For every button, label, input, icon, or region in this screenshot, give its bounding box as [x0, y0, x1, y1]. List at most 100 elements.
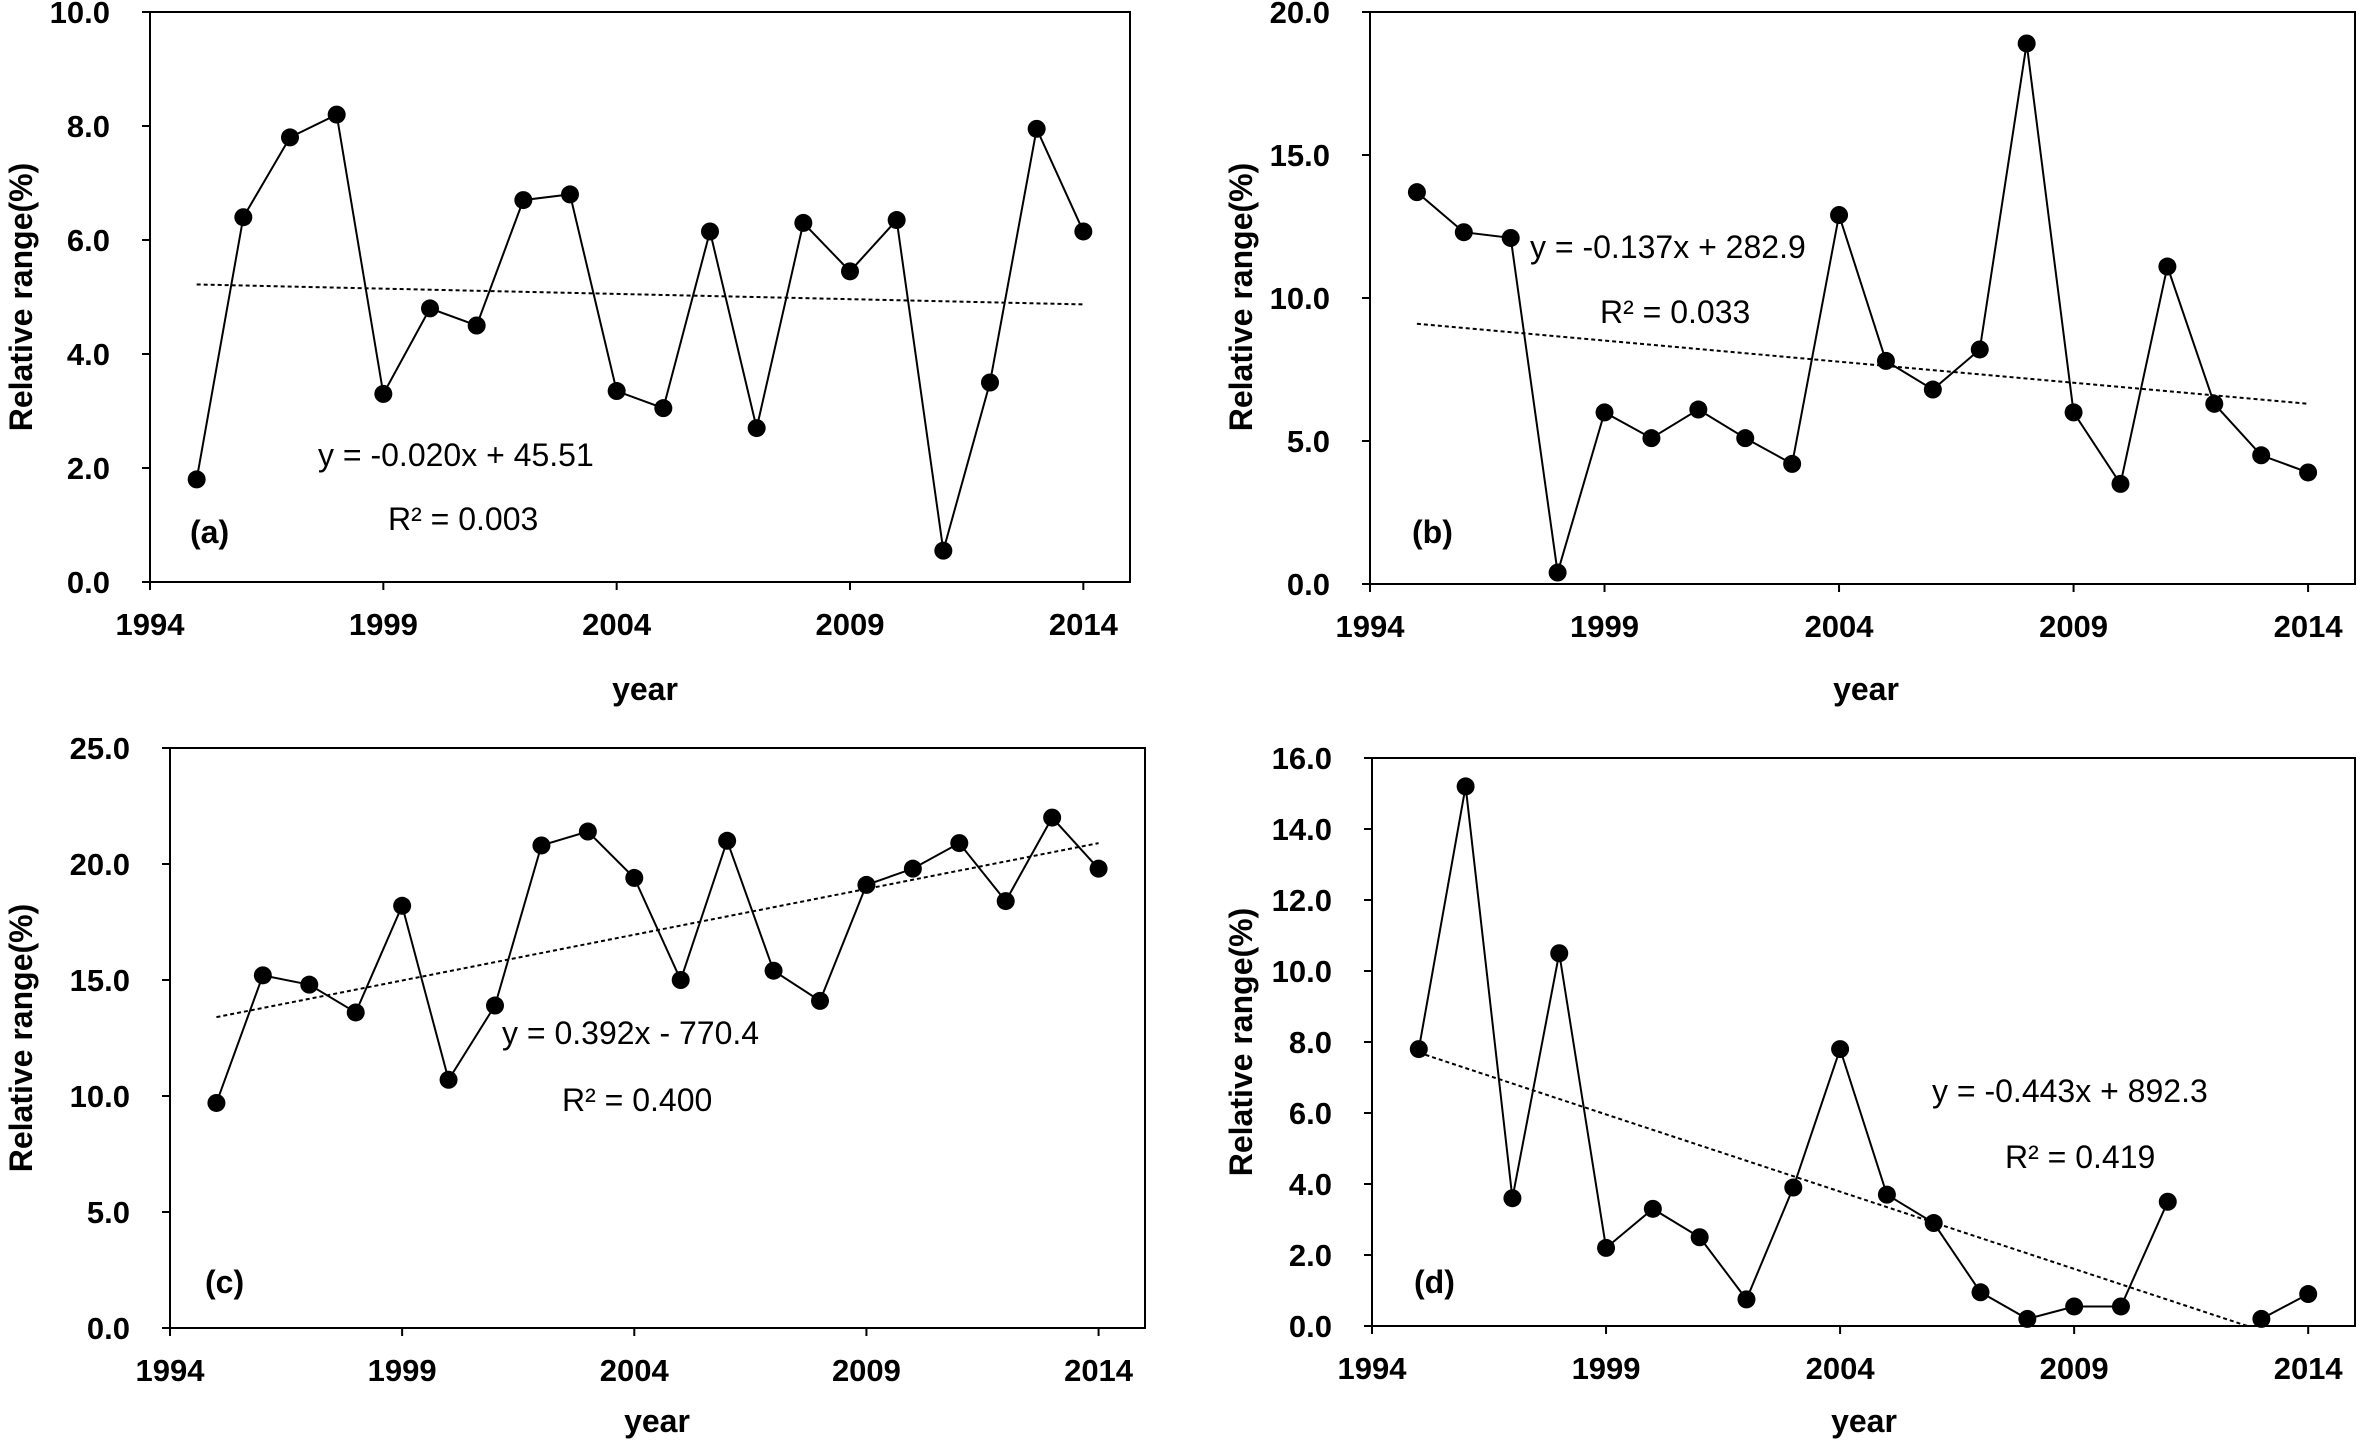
x-axis-title-d: year: [1831, 1403, 1897, 1439]
x-tick-label: 2009: [2039, 609, 2108, 644]
data-point: [514, 191, 533, 210]
y-tick-label: 10.0: [1272, 954, 1332, 989]
data-point: [718, 831, 737, 850]
data-point: [1597, 1238, 1616, 1257]
data-point: [1409, 1040, 1428, 1059]
y-tick-label: 5.0: [87, 1195, 130, 1230]
data-point: [1454, 223, 1473, 242]
data-point: [2158, 1192, 2177, 1211]
data-point: [2111, 474, 2130, 493]
data-point: [1643, 1199, 1662, 1218]
x-tick-label: 2004: [582, 607, 652, 642]
y-tick-label: 12.0: [1272, 883, 1332, 918]
data-point: [421, 299, 439, 318]
y-tick-label: 5.0: [1287, 424, 1330, 459]
data-point: [2205, 394, 2224, 413]
data-point: [811, 991, 829, 1010]
trend-equation-d: y = -0.443x + 892.3: [1932, 1073, 2208, 1109]
trend-r2-a: R² = 0.003: [388, 501, 538, 537]
y-axis-title-c: Relative range(%): [3, 904, 39, 1173]
data-point: [1456, 777, 1475, 796]
data-point: [439, 1070, 458, 1089]
y-tick-label: 0.0: [1287, 567, 1330, 602]
data-point: [1089, 859, 1108, 878]
data-point: [1043, 808, 1062, 827]
plot-area-c: [169, 747, 1146, 1329]
trend-line: [1416, 322, 2309, 405]
data-point: [1783, 454, 1802, 473]
y-tick-label: 4.0: [67, 337, 110, 372]
data-point: [903, 859, 922, 878]
data-point: [2018, 1309, 2037, 1328]
x-tick-label: 2004: [600, 1353, 670, 1388]
data-point: [2065, 1297, 2084, 1316]
x-axis-title-b: year: [1833, 671, 1899, 707]
data-point: [794, 213, 813, 232]
x-tick-label: 1994: [1336, 609, 1406, 644]
data-point: [1027, 119, 1046, 138]
data-point: [467, 316, 486, 335]
panel-label-c: (c): [205, 1264, 244, 1300]
panel-a: 1994 1999 2004 2009 2014 0.0 2.0 4.0 6.0 8.0 10.0…: [3, 0, 1131, 707]
x-tick-label: 1999: [349, 607, 418, 642]
data-point: [1074, 222, 1093, 241]
x-tick-label: 2014: [1049, 607, 1119, 642]
data-point: [934, 541, 953, 560]
x-tick-label: 1999: [1570, 609, 1639, 644]
x-tick-label: 2014: [2274, 1351, 2344, 1386]
data-point: [281, 128, 299, 147]
series-line: [1416, 43, 2309, 573]
data-point: [2252, 446, 2271, 465]
data-point: [950, 834, 969, 853]
data-point: [2111, 1297, 2130, 1316]
data-point: [374, 384, 393, 403]
y-tick-label: 6.0: [1289, 1096, 1332, 1131]
y-tick-label: 16.0: [1272, 741, 1332, 776]
y-axis-title-a: Relative range(%): [3, 163, 39, 432]
data-point: [1736, 429, 1755, 448]
trend-line: [196, 283, 1084, 306]
data-point: [1923, 380, 1942, 399]
data-point: [393, 896, 412, 915]
data-point: [327, 105, 346, 124]
data-point: [1876, 351, 1895, 370]
y-tick-label: 0.0: [67, 565, 110, 600]
y-tick-label: 6.0: [67, 223, 110, 258]
data-point: [654, 399, 673, 418]
data-point: [1971, 1283, 1990, 1302]
x-tick-label: 1994: [1338, 1351, 1408, 1386]
data-point: [578, 822, 597, 841]
trend-line: [1418, 1051, 2248, 1327]
x-tick-label: 1994: [136, 1353, 206, 1388]
data-point: [300, 975, 319, 994]
data-point: [1548, 563, 1567, 582]
data-point: [671, 971, 690, 989]
panel-label-a: (a): [190, 514, 229, 550]
x-tick-label: 2014: [1064, 1353, 1134, 1388]
y-tick-label: 4.0: [1289, 1167, 1332, 1202]
data-point: [996, 892, 1015, 911]
series-line: [215, 815, 1100, 1104]
data-point: [207, 1093, 226, 1112]
x-tick-label: 2009: [2040, 1351, 2109, 1386]
x-tick-label: 1999: [1572, 1351, 1641, 1386]
y-tick-label: 20.0: [70, 847, 130, 882]
y-tick-label: 10.0: [1270, 281, 1330, 316]
data-point: [607, 382, 626, 401]
data-point: [346, 1003, 365, 1022]
data-point: [486, 996, 504, 1015]
series-line: [1417, 786, 2169, 1320]
data-point: [1877, 1185, 1896, 1204]
x-ticks-b: 1994 1999 2004 2009 2014: [1336, 584, 2343, 644]
y-ticks-a: 0.0 2.0 4.0 6.0 8.0 10.0: [50, 0, 150, 600]
y-tick-label: 10.0: [50, 0, 110, 30]
data-point: [2064, 403, 2083, 422]
x-tick-label: 2004: [1805, 609, 1875, 644]
data-point: [561, 185, 579, 204]
y-ticks-b: 0.0 5.0 10.0 15.0 20.0: [1270, 0, 1370, 602]
x-tick-label: 1994: [116, 607, 186, 642]
y-tick-label: 20.0: [1270, 0, 1330, 30]
data-point: [1595, 403, 1614, 422]
data-point: [981, 373, 999, 392]
